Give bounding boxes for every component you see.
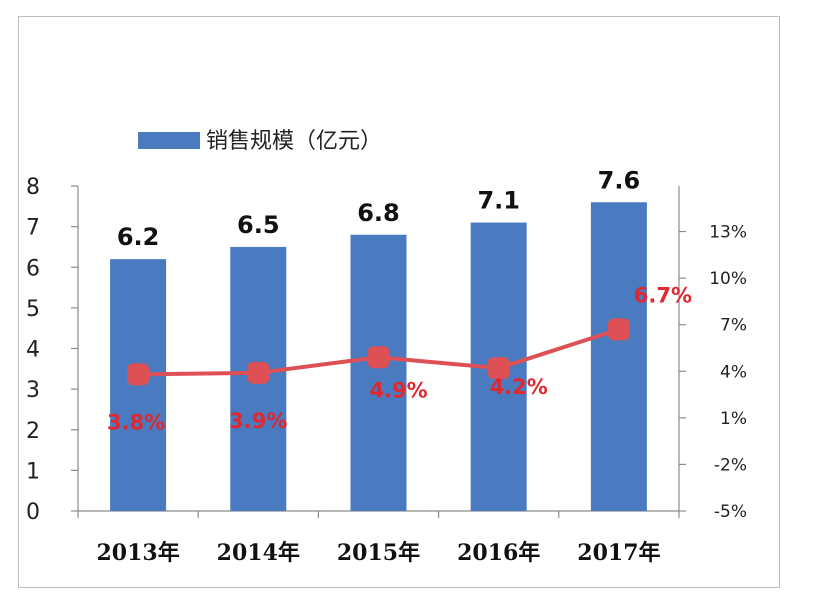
bar: [590, 202, 647, 511]
legend-label: 销售规模（亿元）: [206, 129, 382, 154]
x-tick-label: 2013年: [96, 540, 179, 566]
line-data-label: 4.2%: [490, 375, 548, 399]
y-left-tick-label: 4: [26, 338, 40, 363]
y-left-tick-label: 8: [26, 175, 40, 200]
line-point: [487, 357, 510, 380]
x-tick-label: 2017年: [577, 540, 660, 566]
line-point: [607, 318, 630, 341]
bar-data-label: 7.1: [477, 187, 520, 215]
bar: [350, 234, 407, 511]
y-left-tick-label: 0: [26, 500, 40, 525]
x-tick-label: 2014年: [217, 540, 300, 566]
bar-data-label: 6.5: [237, 211, 280, 239]
y-right-tick-label: 10%: [709, 269, 747, 289]
y-right-tick-label: -5%: [714, 502, 747, 522]
line-data-label: 3.8%: [107, 410, 165, 434]
line-data-label: 4.9%: [369, 378, 427, 402]
y-left-tick-label: 2: [26, 419, 40, 444]
bar-data-label: 6.8: [357, 199, 400, 227]
y-left-tick-label: 6: [26, 256, 40, 281]
y-left-tick-label: 1: [26, 459, 40, 484]
x-tick-label: 2015年: [337, 540, 420, 566]
y-left-tick-label: 7: [26, 216, 40, 241]
y-right-tick-label: 7%: [720, 316, 747, 336]
line-data-label: 6.7%: [634, 283, 692, 307]
y-right-tick-label: 4%: [720, 362, 747, 382]
x-tick-label: 2016年: [457, 540, 540, 566]
y-left-tick-label: 3: [26, 378, 40, 403]
bar-data-label: 7.6: [598, 166, 641, 194]
line-point: [127, 363, 150, 386]
line-point: [367, 346, 390, 369]
line-point: [247, 361, 270, 384]
line-data-label: 3.9%: [229, 409, 287, 433]
y-right-tick-label: 1%: [720, 409, 747, 429]
bar-data-label: 6.2: [117, 223, 160, 251]
legend-swatch: [138, 132, 200, 149]
y-right-tick-label: 13%: [709, 223, 747, 243]
y-left-tick-label: 5: [26, 297, 40, 322]
y-right-tick-label: -2%: [714, 455, 747, 475]
